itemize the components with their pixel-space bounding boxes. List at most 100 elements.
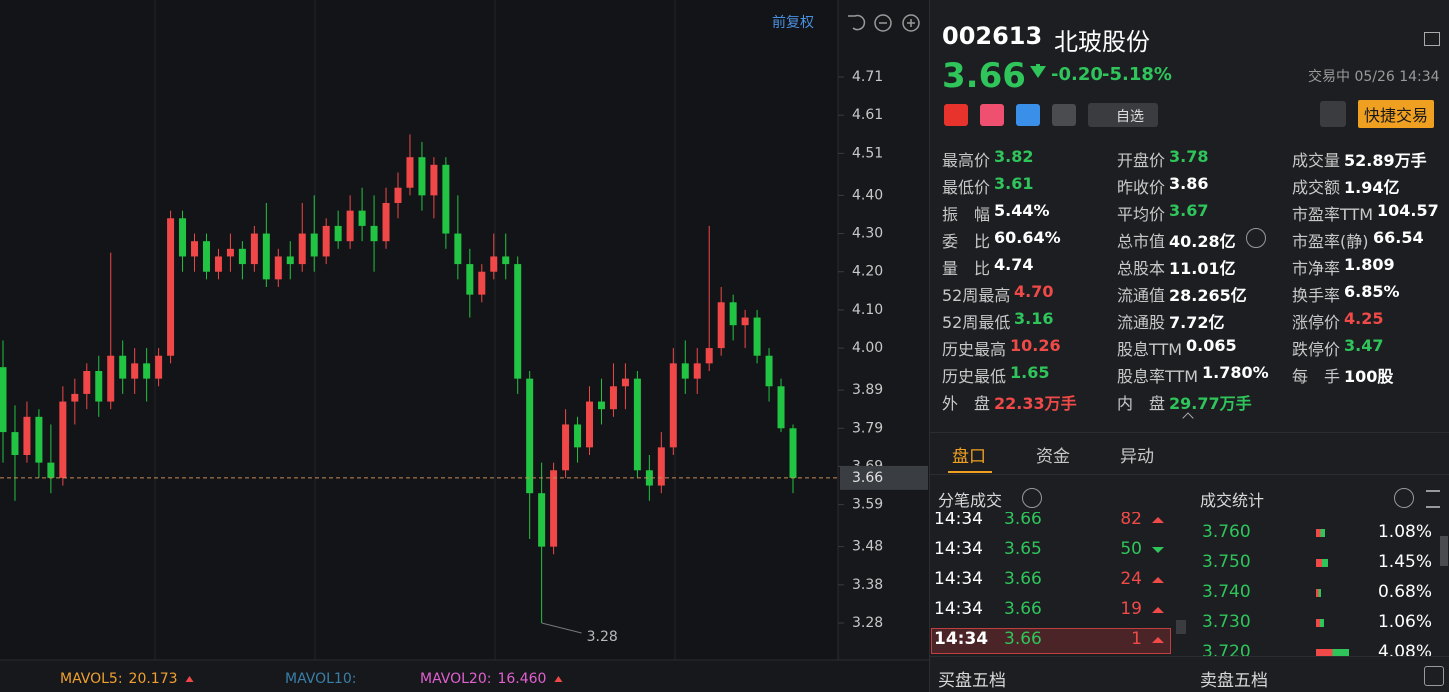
trade-time: 14:34 xyxy=(934,629,989,649)
candle-body xyxy=(597,401,605,410)
down-arrow xyxy=(1030,66,1046,78)
stat-label: 成交量 xyxy=(1292,151,1341,170)
stat-label: 流通股 xyxy=(1117,313,1166,332)
candle-body xyxy=(586,401,594,448)
stock-name: 北玻股份 xyxy=(1054,28,1150,56)
y-tick-label: 4.00 xyxy=(852,340,883,356)
stat-value: 3.61 xyxy=(994,174,1034,193)
candle-body xyxy=(83,371,91,394)
stat-value: 60.64% xyxy=(994,228,1061,247)
candle-body xyxy=(250,233,258,265)
y-tick-label: 3.79 xyxy=(852,420,883,436)
trade-time: 14:34 xyxy=(934,569,983,589)
stat-price: 3.750 xyxy=(1202,552,1251,572)
candle-body xyxy=(430,164,438,196)
stat-value: 100股 xyxy=(1344,367,1394,386)
candle-body xyxy=(35,416,43,463)
candle-body xyxy=(214,256,222,272)
candle-body xyxy=(155,355,163,379)
watch-label: 自选 xyxy=(1116,109,1144,125)
stats-list-icon[interactable] xyxy=(1426,490,1440,508)
stat-label: 历史最低 xyxy=(942,367,1007,386)
menu-icon[interactable] xyxy=(1424,32,1440,46)
stat-value: 7.72亿 xyxy=(1169,313,1225,332)
volume-bar xyxy=(1316,619,1325,627)
candle-body xyxy=(226,248,234,257)
stat-pct: 0.68% xyxy=(1377,582,1432,602)
tab-bar-line xyxy=(930,432,1449,433)
stat-label: 跌停价 xyxy=(1292,340,1341,359)
trade-arrow xyxy=(1152,517,1164,523)
y-tick-label: 4.71 xyxy=(852,69,883,85)
collapse-icon[interactable] xyxy=(1182,412,1194,424)
stat-value: 5.44% xyxy=(994,201,1050,220)
candle-body xyxy=(645,470,653,486)
y-tick-label: 3.89 xyxy=(852,382,883,398)
stat-label: 最高价 xyxy=(942,151,991,170)
candle-body xyxy=(167,218,175,356)
candle-body xyxy=(633,378,641,471)
trades-scroll xyxy=(1176,620,1186,634)
trade-time: 14:34 xyxy=(934,512,983,529)
more-icon[interactable] xyxy=(1246,228,1266,248)
tag-icon[interactable] xyxy=(944,104,968,126)
trade-arrow xyxy=(1152,577,1164,583)
stat-label: 总市值 xyxy=(1117,232,1166,251)
stat-value: 3.67 xyxy=(1169,201,1209,220)
candle-body xyxy=(107,355,115,402)
stat-value: 22.33万手 xyxy=(994,394,1077,413)
zoom-in-icon[interactable] xyxy=(902,14,920,32)
stat-value: 4.70 xyxy=(1014,282,1054,301)
help-icon[interactable] xyxy=(1022,488,1042,508)
zoom-out-icon[interactable] xyxy=(874,14,892,32)
candle-body xyxy=(346,210,354,242)
s-icon[interactable] xyxy=(1424,666,1444,686)
buy-book-title: 买盘五档 xyxy=(938,671,1006,691)
tab[interactable]: 资金 xyxy=(1036,447,1070,467)
stat-value: 3.16 xyxy=(1014,309,1054,328)
tag-icon[interactable] xyxy=(1016,104,1040,126)
tab[interactable]: 异动 xyxy=(1120,447,1154,467)
trade-price: 3.65 xyxy=(1004,539,1042,559)
y-tick-label: 3.28 xyxy=(852,615,883,631)
tag-icon[interactable] xyxy=(1052,104,1076,126)
candle-body xyxy=(550,470,558,547)
candle-body xyxy=(119,355,127,379)
stat-price: 3.730 xyxy=(1202,612,1251,632)
candle-body xyxy=(789,428,797,478)
icon-shape xyxy=(902,14,920,32)
quick-trade[interactable]: 快捷交易 xyxy=(1358,100,1435,128)
candle-body xyxy=(59,401,67,478)
candle-body xyxy=(95,371,103,402)
candle-body xyxy=(179,218,187,257)
candle-body xyxy=(238,248,246,265)
watch-button[interactable]: 自选 xyxy=(1088,103,1158,127)
book-line xyxy=(930,656,1449,657)
candle-body xyxy=(502,256,510,265)
candle-body xyxy=(334,225,342,242)
candle-body xyxy=(358,210,366,226)
stat-value: 66.54 xyxy=(1373,228,1424,247)
indicator-value: 16.460 xyxy=(497,671,546,687)
stat-label: 内 盘 xyxy=(1117,394,1166,413)
candle-body xyxy=(406,157,414,188)
trades-list: 14:34 3.66 82 14:34 3.65 50 14:34 3.66 24 14:34 3.… xyxy=(930,512,1180,654)
tab[interactable]: 盘口 xyxy=(952,447,986,467)
trade-arrow xyxy=(1152,637,1164,643)
candle-body xyxy=(777,386,785,429)
stat-value: 1.809 xyxy=(1344,255,1395,274)
trade-time: 14:34 xyxy=(934,539,983,559)
candle-body xyxy=(753,317,761,356)
stat-value: 1.94亿 xyxy=(1344,178,1400,197)
stats-more-icon[interactable] xyxy=(1394,488,1414,508)
candle-body xyxy=(526,378,534,494)
stat-value: 29.77万手 xyxy=(1169,394,1252,413)
adjust-button[interactable]: 前复权 xyxy=(772,14,814,31)
candle-body xyxy=(574,424,582,448)
trade-volume: 82 xyxy=(1120,512,1142,529)
reset-icon[interactable] xyxy=(848,14,866,31)
bell-button[interactable] xyxy=(1320,101,1346,127)
sell-book-title: 卖盘五档 xyxy=(1200,671,1268,691)
candle-body xyxy=(23,416,31,455)
tag-icon[interactable] xyxy=(980,104,1004,126)
